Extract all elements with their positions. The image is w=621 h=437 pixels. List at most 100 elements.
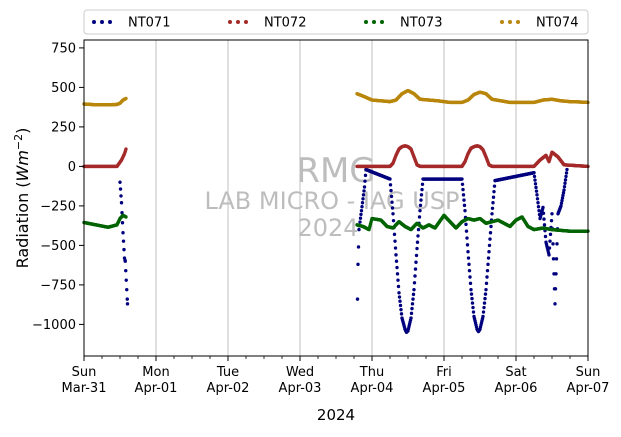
data-point [409,311,414,316]
data-point [485,275,489,279]
x-tick-label-day: Fri [436,365,452,380]
data-point [420,182,425,187]
data-point [416,234,420,238]
data-point [398,299,402,303]
data-point [415,240,420,244]
data-point [462,203,467,208]
data-point [532,171,536,175]
data-point [563,181,567,185]
data-point [118,187,123,191]
data-point [363,179,367,183]
y-tick-label: 0 [68,160,76,175]
data-point [550,212,554,216]
data-point [534,189,539,193]
data-point [486,262,490,267]
data-point [470,296,474,301]
data-point [461,187,465,192]
data-point [419,198,423,202]
data-point [467,268,472,273]
data-point [389,188,393,193]
data-point [565,167,569,172]
data-point [564,171,569,175]
data-point [121,231,125,235]
x-tick-label-date: Apr-07 [567,381,610,396]
data-point [418,208,422,213]
data-point [391,218,396,223]
data-point [356,245,361,249]
data-point [123,259,127,263]
data-point [470,301,475,305]
legend-marker-nt071 [92,20,96,24]
data-point [560,196,565,200]
data-point [541,205,545,210]
legend: NT071 NT072 NT073 NT074 [83,9,589,35]
data-point [362,189,366,193]
x-tick-label-day: Sun [576,365,601,380]
points-layer [82,88,590,334]
data-point [484,281,489,286]
data-point [120,211,124,215]
data-point [543,234,548,239]
data-point [481,310,486,314]
x-tick-label-day: Mon [142,365,169,380]
x-tick-label-day: Sun [72,365,97,380]
data-point [535,197,540,201]
data-point [553,302,557,306]
data-point [548,232,553,237]
legend-marker-nt073 [372,20,376,24]
data-point [492,184,497,188]
data-point [484,287,488,292]
data-point [551,242,555,246]
data-point [390,206,395,210]
data-point [482,305,486,310]
data-point [555,242,559,246]
legend-label-nt072: NT072 [264,16,306,31]
legend-marker-nt073 [380,20,384,24]
legend-marker-nt072 [244,20,248,24]
data-point [490,212,494,216]
data-point [121,239,126,243]
data-point [464,229,469,233]
data-point [541,211,546,215]
data-point [418,203,423,208]
legend-label-nt071: NT071 [128,16,170,31]
data-point [536,204,541,209]
x-tick-label-date: Apr-02 [207,381,250,396]
data-point [355,297,360,301]
data-point [124,215,128,219]
data-point [358,220,362,224]
data-point [481,314,485,319]
y-tick-label: −750 [40,278,76,293]
legend-marker-nt071 [100,20,104,24]
data-point [358,216,363,220]
data-point [394,253,398,257]
y-axis: 750 500 250 0 −250 −500 −750 −1000 [32,41,84,333]
data-point [410,302,415,306]
data-point [356,262,360,267]
x-tick-label-date: Apr-01 [135,381,178,396]
data-point [489,224,493,229]
data-point [395,272,400,276]
data-point [357,227,361,232]
legend-marker-nt071 [108,20,112,24]
data-point [554,257,559,261]
data-point [389,194,394,199]
data-point [533,178,537,182]
data-point [562,184,567,189]
data-point [542,217,546,221]
data-point [461,193,466,197]
grid-layer [155,40,517,356]
data-point [412,287,416,292]
data-point [463,208,467,213]
y-tick-label: 750 [51,41,76,56]
data-point [396,284,401,289]
data-point [411,292,416,297]
data-point [412,281,417,285]
x-tick-label-day: Sat [505,365,526,380]
data-point [413,274,417,278]
data-point [462,198,466,202]
data-point [416,227,421,232]
data-point [535,193,539,197]
data-point [417,215,422,219]
